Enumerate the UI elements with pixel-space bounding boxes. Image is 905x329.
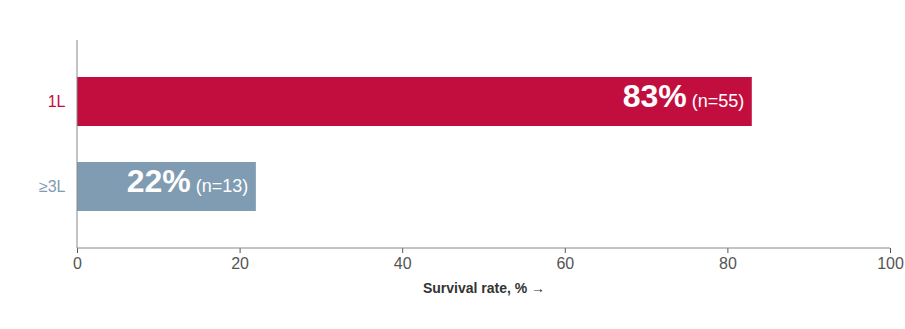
svg-text:100: 100: [877, 255, 904, 272]
svg-text:20: 20: [231, 255, 249, 272]
svg-text:22% (n=13): 22% (n=13): [127, 163, 249, 199]
svg-text:80: 80: [719, 255, 737, 272]
svg-text:1L: 1L: [48, 93, 66, 110]
svg-text:60: 60: [556, 255, 574, 272]
svg-text:Survival rate, % →: Survival rate, % →: [423, 280, 545, 296]
svg-text:83% (n=55): 83% (n=55): [623, 78, 745, 114]
svg-text:40: 40: [394, 255, 412, 272]
svg-text:≥3L: ≥3L: [39, 178, 66, 195]
svg-text:0: 0: [73, 255, 82, 272]
